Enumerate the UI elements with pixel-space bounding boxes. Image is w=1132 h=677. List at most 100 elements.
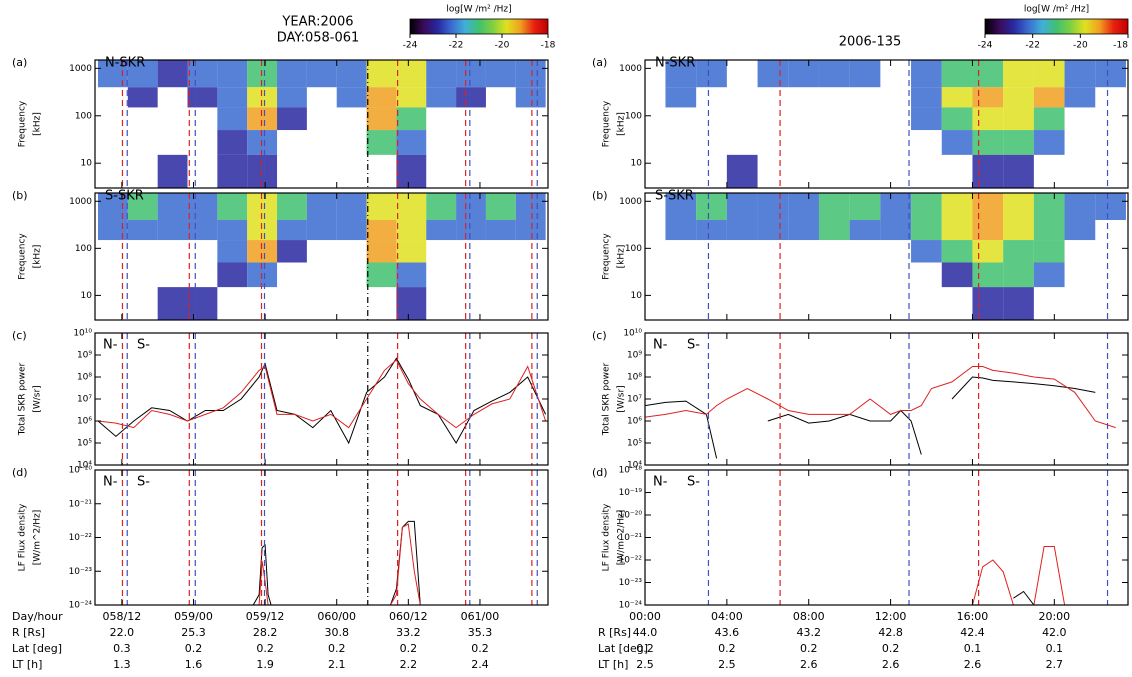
y-tick-label: 10⁻²⁰ [619, 511, 643, 521]
colorbar-tick-label: -22 [449, 41, 464, 51]
spectrogram-cell [396, 193, 427, 221]
colorbar-label: log[W /m² /Hz] [446, 5, 511, 15]
spectrogram-cell [456, 60, 486, 88]
y-tick-label: 10⁵ [627, 439, 642, 449]
spectrogram-cell [788, 220, 819, 241]
spectrogram-cell [217, 130, 248, 155]
spectrogram-cell [366, 262, 397, 288]
spectrogram-cell [941, 220, 973, 241]
spectrogram-cell [911, 87, 942, 108]
colorbar-tick-label: -24 [978, 41, 993, 51]
spectrogram-cell [366, 220, 397, 241]
spectrogram-cell [1003, 154, 1034, 188]
spectrogram-cell [911, 240, 942, 263]
spectrogram-cell [1003, 220, 1034, 241]
y-tick-label: 100 [625, 244, 642, 254]
spectrogram-cell [972, 60, 1004, 88]
plot-area [121, 470, 538, 605]
ephemeris-value: 1.6 [185, 658, 203, 671]
spectrogram-cell [366, 107, 397, 131]
spectrogram-cell [157, 287, 188, 320]
plot-area [645, 333, 1116, 465]
spectrogram-cell [1003, 193, 1034, 221]
spectrogram-cell [911, 60, 942, 88]
chart-title: DAY:058-061 [277, 31, 360, 46]
panel-frame [644, 59, 1129, 189]
ephemeris-value: 35.3 [468, 626, 493, 639]
series-line [97, 357, 547, 445]
spectrogram-cell [127, 193, 158, 221]
series-line [252, 520, 421, 605]
spectrogram-cell [396, 87, 427, 108]
plot-area [665, 60, 1126, 188]
y-tick-label: 10⁻²¹ [69, 499, 93, 509]
spectrogram-cell [366, 240, 397, 263]
spectrogram-cell [972, 107, 1004, 131]
ephemeris-value: 0.2 [185, 642, 203, 655]
ephemeris-value: 25.3 [181, 626, 206, 639]
y-tick-label: 1000 [619, 64, 642, 74]
spectrogram-cell [426, 87, 457, 108]
y-tick-label: 10⁸ [627, 373, 642, 383]
spectrogram-cell [726, 220, 758, 241]
spectrogram-cell [972, 130, 1004, 155]
spectrogram-cell [277, 87, 307, 108]
ephemeris-value: 1.9 [256, 658, 274, 671]
spectrogram-cell [396, 130, 427, 155]
panel-frame [644, 332, 1129, 466]
spectrogram-cell [726, 154, 758, 188]
y-tick-label: 10⁶ [77, 417, 92, 427]
plot-area [97, 193, 546, 320]
spectrogram-cell [972, 262, 1004, 288]
spectrogram-cell [1003, 130, 1034, 155]
ephemeris-value: 2.1 [328, 658, 346, 671]
ephemeris-value: 0.2 [256, 642, 274, 655]
plot-area [707, 470, 1109, 605]
spectrogram-cell [911, 193, 942, 221]
spectrogram-cell [818, 193, 850, 221]
y-axis-label: [kHz] [33, 112, 43, 136]
colorbar [984, 18, 1129, 35]
legend-entry: S- [687, 338, 700, 353]
spectrogram-cell [426, 60, 457, 88]
ephemeris-value: 0.2 [800, 642, 818, 655]
ephemeris-label: LT [h] [12, 658, 42, 671]
ephemeris-value: 2.2 [400, 658, 418, 671]
spectrogram-cell [426, 220, 457, 241]
x-tick-label: 04:00 [711, 610, 743, 623]
series-line [645, 376, 1096, 459]
spectrogram-cell [515, 220, 546, 241]
y-tick-label: 10⁻²² [69, 533, 93, 543]
spectrogram-cell [941, 60, 973, 88]
legend-entry: S- [137, 475, 150, 490]
y-axis-label: Frequency [602, 233, 612, 280]
panel-letter: (b) [12, 189, 28, 202]
y-tick-label: 10⁴ [77, 461, 92, 471]
y-tick-label: 10⁻²³ [619, 578, 643, 588]
ephemeris-value: 0.2 [400, 642, 418, 655]
y-tick-label: 100 [75, 111, 92, 121]
spectrogram-cell [217, 193, 248, 221]
spectrogram-cell [1003, 107, 1034, 131]
legend-entry: N- [653, 338, 668, 353]
series-line [1013, 590, 1035, 605]
spectrogram-cell [757, 60, 789, 88]
x-tick-label: 20:00 [1038, 610, 1070, 623]
spectrogram-cell [247, 220, 278, 241]
spectrogram-cell [880, 193, 912, 221]
spectrogram-cell [1095, 60, 1126, 88]
y-tick-label: 10⁹ [77, 351, 92, 361]
spectrogram-cell [396, 287, 427, 320]
legend-entry: S- [137, 338, 150, 353]
spectrogram-cell [849, 60, 881, 88]
spectrogram-cell [277, 193, 307, 221]
spectrogram-cell [515, 87, 546, 108]
spectrogram-cell [941, 107, 973, 131]
spectrogram-cell [277, 220, 307, 241]
ephemeris-value: 43.6 [715, 626, 740, 639]
ephemeris-value: 0.2 [882, 642, 900, 655]
spectrogram-cell [247, 107, 278, 131]
panel-letter: (d) [12, 466, 28, 479]
ephemeris-value: 0.2 [328, 642, 346, 655]
colorbar-tick-label: -24 [403, 41, 418, 51]
